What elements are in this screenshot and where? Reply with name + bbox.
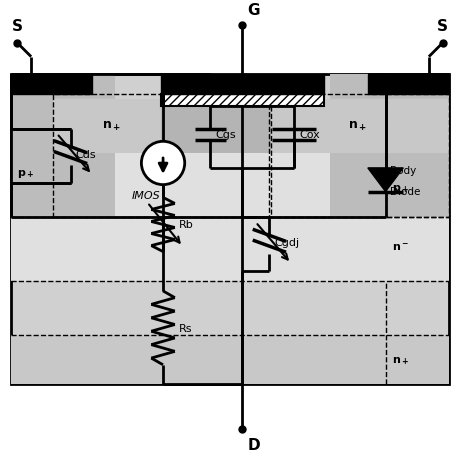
Bar bbox=[269, 100, 448, 154]
Circle shape bbox=[141, 142, 185, 185]
Text: S: S bbox=[11, 19, 22, 34]
Text: Cox: Cox bbox=[298, 130, 319, 140]
Bar bbox=[161, 75, 323, 95]
Bar bbox=[11, 336, 448, 385]
Text: S: S bbox=[436, 19, 447, 34]
Text: $\mathbf{p_+}$: $\mathbf{p_+}$ bbox=[17, 168, 34, 179]
Bar bbox=[11, 154, 448, 281]
Text: $\mathbf{n_+}$: $\mathbf{n_+}$ bbox=[347, 120, 367, 133]
Text: D: D bbox=[247, 437, 260, 452]
Bar bbox=[11, 75, 92, 95]
Text: Cgdj: Cgdj bbox=[274, 238, 299, 248]
Bar bbox=[53, 100, 198, 154]
Bar bbox=[11, 75, 115, 218]
Text: $\mathbf{p_+}$: $\mathbf{p_+}$ bbox=[392, 182, 409, 194]
Polygon shape bbox=[367, 168, 403, 192]
Text: Rs: Rs bbox=[179, 323, 192, 333]
Text: Rb: Rb bbox=[179, 220, 193, 230]
Text: $\mathbf{n^-}$: $\mathbf{n^-}$ bbox=[392, 241, 409, 253]
Bar bbox=[161, 95, 323, 106]
Text: Cgs: Cgs bbox=[215, 130, 235, 140]
Text: Diode: Diode bbox=[390, 186, 420, 196]
Bar bbox=[269, 95, 448, 218]
Bar bbox=[161, 100, 271, 154]
Text: G: G bbox=[247, 3, 260, 18]
Bar bbox=[330, 75, 448, 218]
Text: Cds: Cds bbox=[75, 149, 96, 159]
Text: IMOS: IMOS bbox=[131, 190, 160, 200]
Text: $\mathbf{n_+}$: $\mathbf{n_+}$ bbox=[392, 354, 409, 366]
Bar bbox=[367, 75, 448, 95]
Bar bbox=[53, 95, 271, 218]
Text: $\mathbf{n_+}$: $\mathbf{n_+}$ bbox=[102, 120, 121, 133]
Bar bbox=[11, 75, 448, 385]
Text: Body: Body bbox=[390, 165, 416, 175]
